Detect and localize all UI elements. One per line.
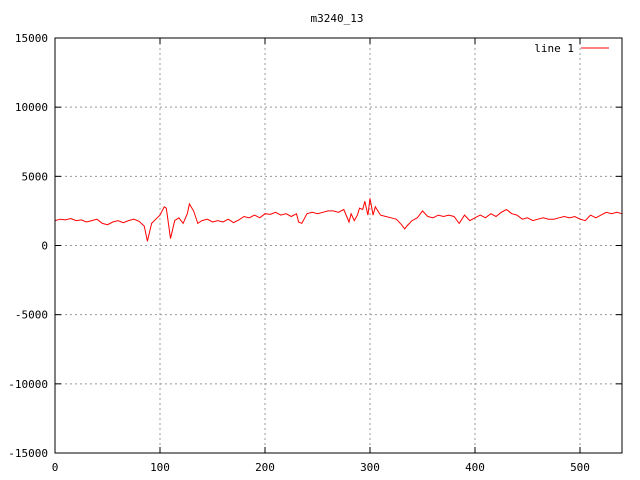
y-tick-label: 10000 — [15, 101, 48, 114]
x-tick-label: 100 — [150, 461, 170, 474]
chart-title: m3240_13 — [311, 12, 364, 25]
x-tick-label: 400 — [465, 461, 485, 474]
legend-label: line 1 — [534, 42, 574, 55]
y-tick-label: 15000 — [15, 32, 48, 45]
x-tick-label: 300 — [360, 461, 380, 474]
y-tick-label: -15000 — [8, 447, 48, 460]
grid-lines — [55, 38, 622, 453]
x-axis-ticks: 0 100 200 300 400 500 — [52, 38, 590, 474]
y-tick-label: -5000 — [15, 309, 48, 322]
y-tick-label: 5000 — [22, 170, 49, 183]
legend: line 1 — [534, 42, 609, 55]
y-tick-label: 0 — [41, 240, 48, 253]
x-tick-label: 200 — [255, 461, 275, 474]
y-tick-label: -10000 — [8, 378, 48, 391]
plot-frame — [54, 37, 623, 454]
series-line-1 — [54, 198, 623, 242]
x-tick-label: 500 — [570, 461, 590, 474]
x-tick-label: 0 — [52, 461, 59, 474]
